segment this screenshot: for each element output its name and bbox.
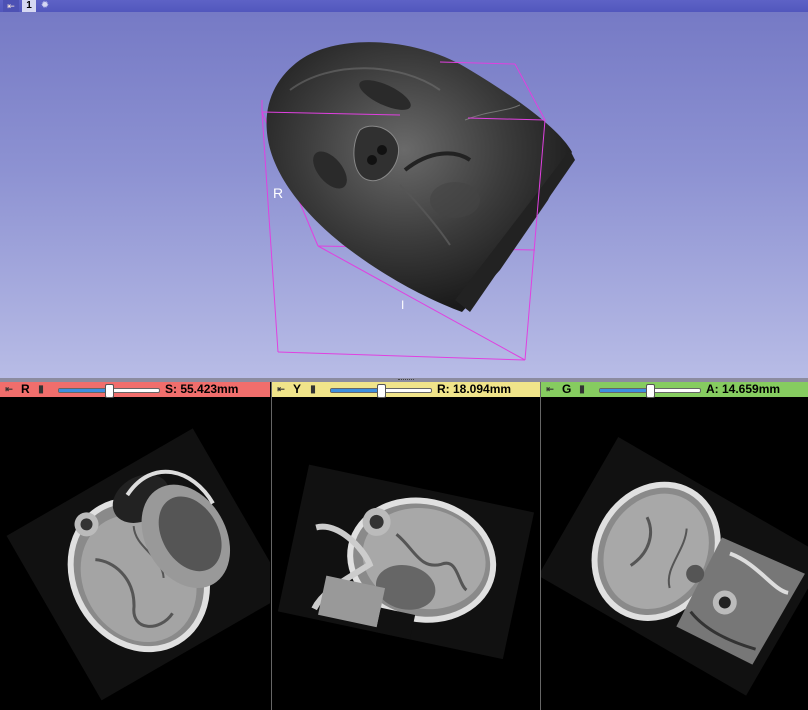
slider-fill: [600, 389, 650, 392]
pin-icon[interactable]: ⇤: [5, 384, 13, 394]
pin-icon[interactable]: ⇤: [277, 384, 285, 394]
3d-view[interactable]: ⇤ 1 ✹: [0, 0, 808, 378]
slice-view-name: R: [21, 382, 30, 396]
pin-icon[interactable]: ⇤: [546, 384, 554, 394]
slice-offset-slider[interactable]: [330, 384, 432, 398]
slice-view-name: Y: [293, 382, 302, 396]
green-slice-controller-bar: ⇤ G ▮ A: 14.659mm: [541, 382, 808, 398]
slider-thumb[interactable]: [105, 384, 114, 398]
orientation-label-inferior: I: [401, 298, 405, 312]
yellow-slice-controller-bar: ⇤ Y ▮ R: 18.094mm: [272, 382, 540, 398]
slice-offset-slider[interactable]: [58, 384, 160, 398]
red-slice-view[interactable]: ⇤ R ▮ S: 55.423mm: [0, 382, 270, 710]
coronal-mri-image: [541, 437, 808, 696]
green-slice-view[interactable]: ⇤ G ▮ A: 14.659mm: [540, 382, 808, 710]
slice-offset-value: R: 18.094mm: [437, 382, 512, 396]
link-icon[interactable]: ▮: [579, 384, 585, 395]
red-slice-controller-bar: ⇤ R ▮ S: 55.423mm: [0, 382, 270, 398]
slider-fill: [331, 389, 381, 392]
splitter-grip[interactable]: [398, 379, 414, 382]
3d-render[interactable]: [0, 0, 808, 378]
slice-view-name: G: [562, 382, 572, 396]
view-splitter[interactable]: [0, 378, 808, 382]
sagittal-mri-image: [277, 464, 535, 660]
3d-view-controller-bar: ⇤ 1 ✹: [0, 0, 808, 12]
layout-number-label: 1: [22, 0, 36, 12]
roi-bounding-box-front: [261, 61, 546, 361]
pin-icon[interactable]: ⇤: [3, 0, 19, 12]
slice-offset-slider[interactable]: [599, 384, 701, 398]
orientation-label-right: R: [273, 185, 284, 201]
slider-thumb[interactable]: [646, 384, 655, 398]
axial-mri-image: [6, 428, 270, 701]
link-icon[interactable]: ▮: [38, 384, 44, 395]
head-volume-rendering: [266, 42, 575, 312]
slider-fill: [59, 389, 109, 392]
gear-icon[interactable]: ✹: [40, 0, 50, 11]
slice-offset-value: S: 55.423mm: [165, 382, 239, 396]
slider-thumb[interactable]: [377, 384, 386, 398]
slice-offset-value: A: 14.659mm: [706, 382, 781, 396]
yellow-slice-view[interactable]: ⇤ Y ▮ R: 18.094mm: [271, 382, 540, 710]
link-icon[interactable]: ▮: [310, 384, 316, 395]
